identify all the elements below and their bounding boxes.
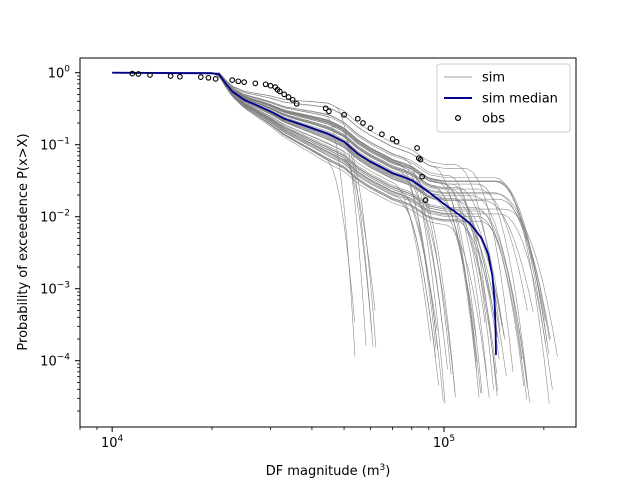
obs-point <box>167 73 174 79</box>
obs-point <box>212 76 219 82</box>
y-tick-label: 10−3 <box>40 281 70 298</box>
obs-point <box>252 80 259 87</box>
legend-sim-label: sim <box>482 71 505 86</box>
obs-point <box>322 105 329 112</box>
obs-point <box>135 71 142 77</box>
obs-point <box>326 108 332 115</box>
obs-point <box>241 79 248 85</box>
legend-obs-label: obs <box>482 112 505 127</box>
x-tick-label: 104 <box>101 434 124 451</box>
obs-point <box>417 156 424 163</box>
y-tick-label: 10−2 <box>40 209 70 226</box>
legend-box <box>436 63 571 133</box>
legend-obs-marker <box>455 114 462 121</box>
legend: sim sim median obs <box>436 63 571 133</box>
x-axis-title: DF magnitude (m3) <box>266 463 391 479</box>
obs-point <box>419 173 426 180</box>
y-tick-label: 100 <box>48 65 71 82</box>
legend-median-label: sim median <box>482 92 558 107</box>
obs-point <box>197 74 204 80</box>
obs-point <box>129 70 136 77</box>
obs-point <box>293 100 300 107</box>
obs-point <box>276 88 283 95</box>
x-tick-label: 105 <box>433 434 455 451</box>
obs-point <box>414 145 420 151</box>
obs-point <box>281 91 288 98</box>
obs-point <box>422 197 429 203</box>
obs-point <box>367 125 374 131</box>
plot-frame <box>79 57 577 428</box>
obs-point <box>341 111 347 118</box>
obs-point <box>289 96 296 103</box>
obs-point <box>285 94 292 100</box>
obs-point <box>177 73 183 80</box>
obs-point <box>393 138 400 145</box>
obs-point <box>354 115 361 122</box>
obs-point <box>360 120 366 126</box>
obs-point <box>147 72 153 78</box>
y-tick-label: 10−4 <box>40 353 70 370</box>
obs-point <box>235 78 242 85</box>
obs-point <box>389 136 396 142</box>
obs-point <box>205 74 212 81</box>
y-axis-title: Probability of exceedence P(x>X) <box>16 133 31 350</box>
obs-point <box>262 81 269 88</box>
sim-median-line <box>112 71 497 356</box>
obs-points <box>129 70 429 203</box>
axis-ticks: 104 105 100 10−1 10−2 10−3 10−4 <box>40 65 545 451</box>
obs-point <box>229 77 236 83</box>
obs-point <box>379 131 385 138</box>
y-tick-label: 10−1 <box>40 137 70 154</box>
sim-median-group <box>112 71 497 356</box>
